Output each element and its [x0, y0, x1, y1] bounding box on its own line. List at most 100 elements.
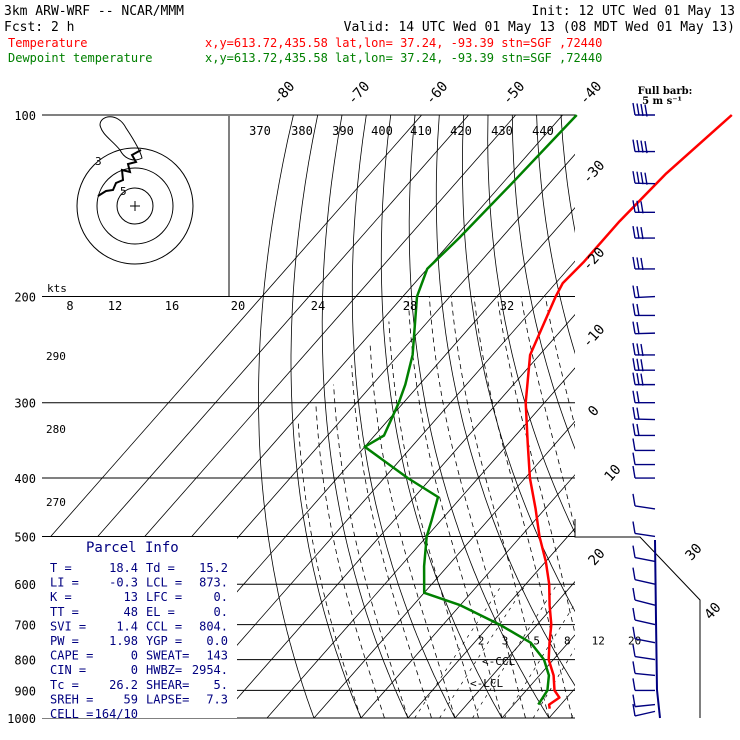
parcel-info-value: LCL =: [146, 576, 182, 590]
wind-barb: [632, 423, 655, 437]
wind-barb: [632, 285, 656, 299]
dry-adiabat: [634, 115, 740, 718]
barb-flag: [636, 257, 640, 270]
barb-flag: [636, 171, 640, 184]
isotherm-label: -60: [423, 79, 452, 109]
barb-staff: [634, 703, 656, 708]
hodograph-ring-label: 20: [231, 299, 245, 313]
barb-flag: [644, 104, 648, 117]
barb-staff: [634, 182, 656, 185]
parcel-info-value: 5.: [214, 678, 228, 692]
isotherm-line: [407, 527, 575, 718]
barb-flag: [640, 359, 644, 372]
wind-barb: [632, 626, 656, 644]
barb-flag: [632, 567, 636, 580]
barb-flag: [636, 373, 640, 386]
pressure-tick-label: 600: [14, 578, 36, 592]
temperature-profile: [524, 114, 733, 709]
mixing-ratio-line: [570, 710, 575, 718]
barb-staff: [634, 638, 656, 644]
dry-adiabat: [408, 115, 550, 718]
parcel-info-value: SVI =: [50, 619, 86, 633]
parcel-info-value: 13: [124, 590, 138, 604]
legend-dewpoint-info: x,y=613.72,435.58 lat,lon= 37.24, -93.39…: [205, 51, 602, 65]
parcel-box-bg: [42, 537, 237, 718]
parcel-info-value: CAPE =: [50, 649, 93, 663]
parcel-info-panel: Parcel Info T = 18.4 Td = 15.2 LI = -0.3 LCL = 8…: [42, 537, 237, 721]
barb-flag: [632, 200, 636, 213]
barb-flag: [632, 102, 636, 116]
parcel-info-value: 0.0: [206, 634, 228, 648]
wind-barb: [632, 200, 655, 214]
isotherm-label: -30: [580, 158, 609, 188]
isotherm-label: 20: [585, 546, 608, 569]
barb-flag: [632, 372, 636, 385]
pressure-tick-label: 700: [14, 619, 36, 633]
mixing-ratio-label: 2: [478, 635, 485, 648]
isotherm-line: [360, 474, 575, 718]
moist-adiabat: [388, 321, 479, 718]
isotherm-label: -40: [577, 79, 606, 109]
parcel-info-title: Parcel Info: [86, 540, 179, 556]
wind-barb: [632, 225, 655, 240]
pressure-tick-label: 1000: [7, 712, 36, 726]
wind-barb: [632, 694, 656, 708]
hodograph-direction-label: 270: [46, 496, 66, 509]
parcel-info-value: TT =: [50, 605, 79, 619]
hodograph-ring-label: 28: [403, 299, 417, 313]
theta-label: 420: [450, 124, 472, 138]
wind-barb: [632, 406, 656, 421]
hodograph-ring: [96, 167, 174, 245]
theta-label: 410: [410, 124, 432, 138]
moist-adiabat: [297, 419, 362, 718]
barb-flag: [636, 391, 640, 404]
mixing-ratio-line: [504, 603, 575, 718]
parcel-info-value: 873.: [199, 576, 228, 590]
barb-flag: [636, 423, 640, 437]
barb-flag: [632, 607, 636, 621]
barb-key-title: Full barb:: [638, 86, 693, 97]
dry-adiabat: [487, 115, 575, 535]
init-time: Init: 12 UTC Wed 01 May 13: [532, 4, 736, 19]
wind-barb: [632, 171, 656, 185]
parcel-info-value: 0: [131, 663, 138, 677]
pressure-tick-label: 500: [14, 530, 36, 544]
pressure-tick-label: 300: [14, 397, 36, 411]
barb-staff: [634, 578, 656, 585]
dry-adiabat: [290, 115, 362, 718]
wind-barb: [632, 545, 656, 563]
wind-barb: [632, 607, 656, 626]
parcel-info-value: 0.: [214, 605, 228, 619]
parcel-info-value: HWBZ=: [146, 663, 182, 677]
barb-flag: [636, 285, 640, 299]
isotherm-line: [313, 420, 575, 718]
hodograph-ring-label: 32: [500, 299, 514, 313]
dry-adiabat: [461, 115, 575, 613]
wind-barb: [632, 438, 655, 452]
parcel-info-value: SWEAT=: [146, 649, 189, 663]
wind-barb-base: [654, 539, 661, 719]
parcel-info-value: T =: [50, 561, 72, 575]
hodograph-ring: [76, 147, 194, 265]
barb-flag: [640, 201, 644, 214]
wind-barb: [632, 567, 656, 585]
barb-flag: [636, 200, 640, 213]
barb-flag: [640, 226, 644, 240]
barb-flag: [632, 358, 636, 371]
barb-flag: [632, 423, 636, 436]
parcel-info-value: SHEAR=: [146, 678, 189, 692]
theta-label: 380: [291, 124, 313, 138]
barb-flag: [632, 438, 636, 451]
legend-temperature-info: x,y=613.72,435.58 lat,lon= 37.24, -93.39…: [205, 36, 602, 50]
wind-barb: [632, 678, 655, 692]
barb-flag: [632, 678, 636, 691]
pressure-tick-label: 800: [14, 654, 36, 668]
mixing-ratio-label: 12: [592, 635, 605, 648]
barb-flag: [632, 406, 636, 420]
isotherm-label: 40: [701, 600, 724, 623]
wind-barb: [632, 465, 655, 479]
isotherm-label: -70: [345, 79, 374, 109]
parcel-info-value: 804.: [199, 619, 228, 633]
wind-barb: [632, 342, 655, 357]
isotherm-label: -50: [500, 79, 529, 109]
